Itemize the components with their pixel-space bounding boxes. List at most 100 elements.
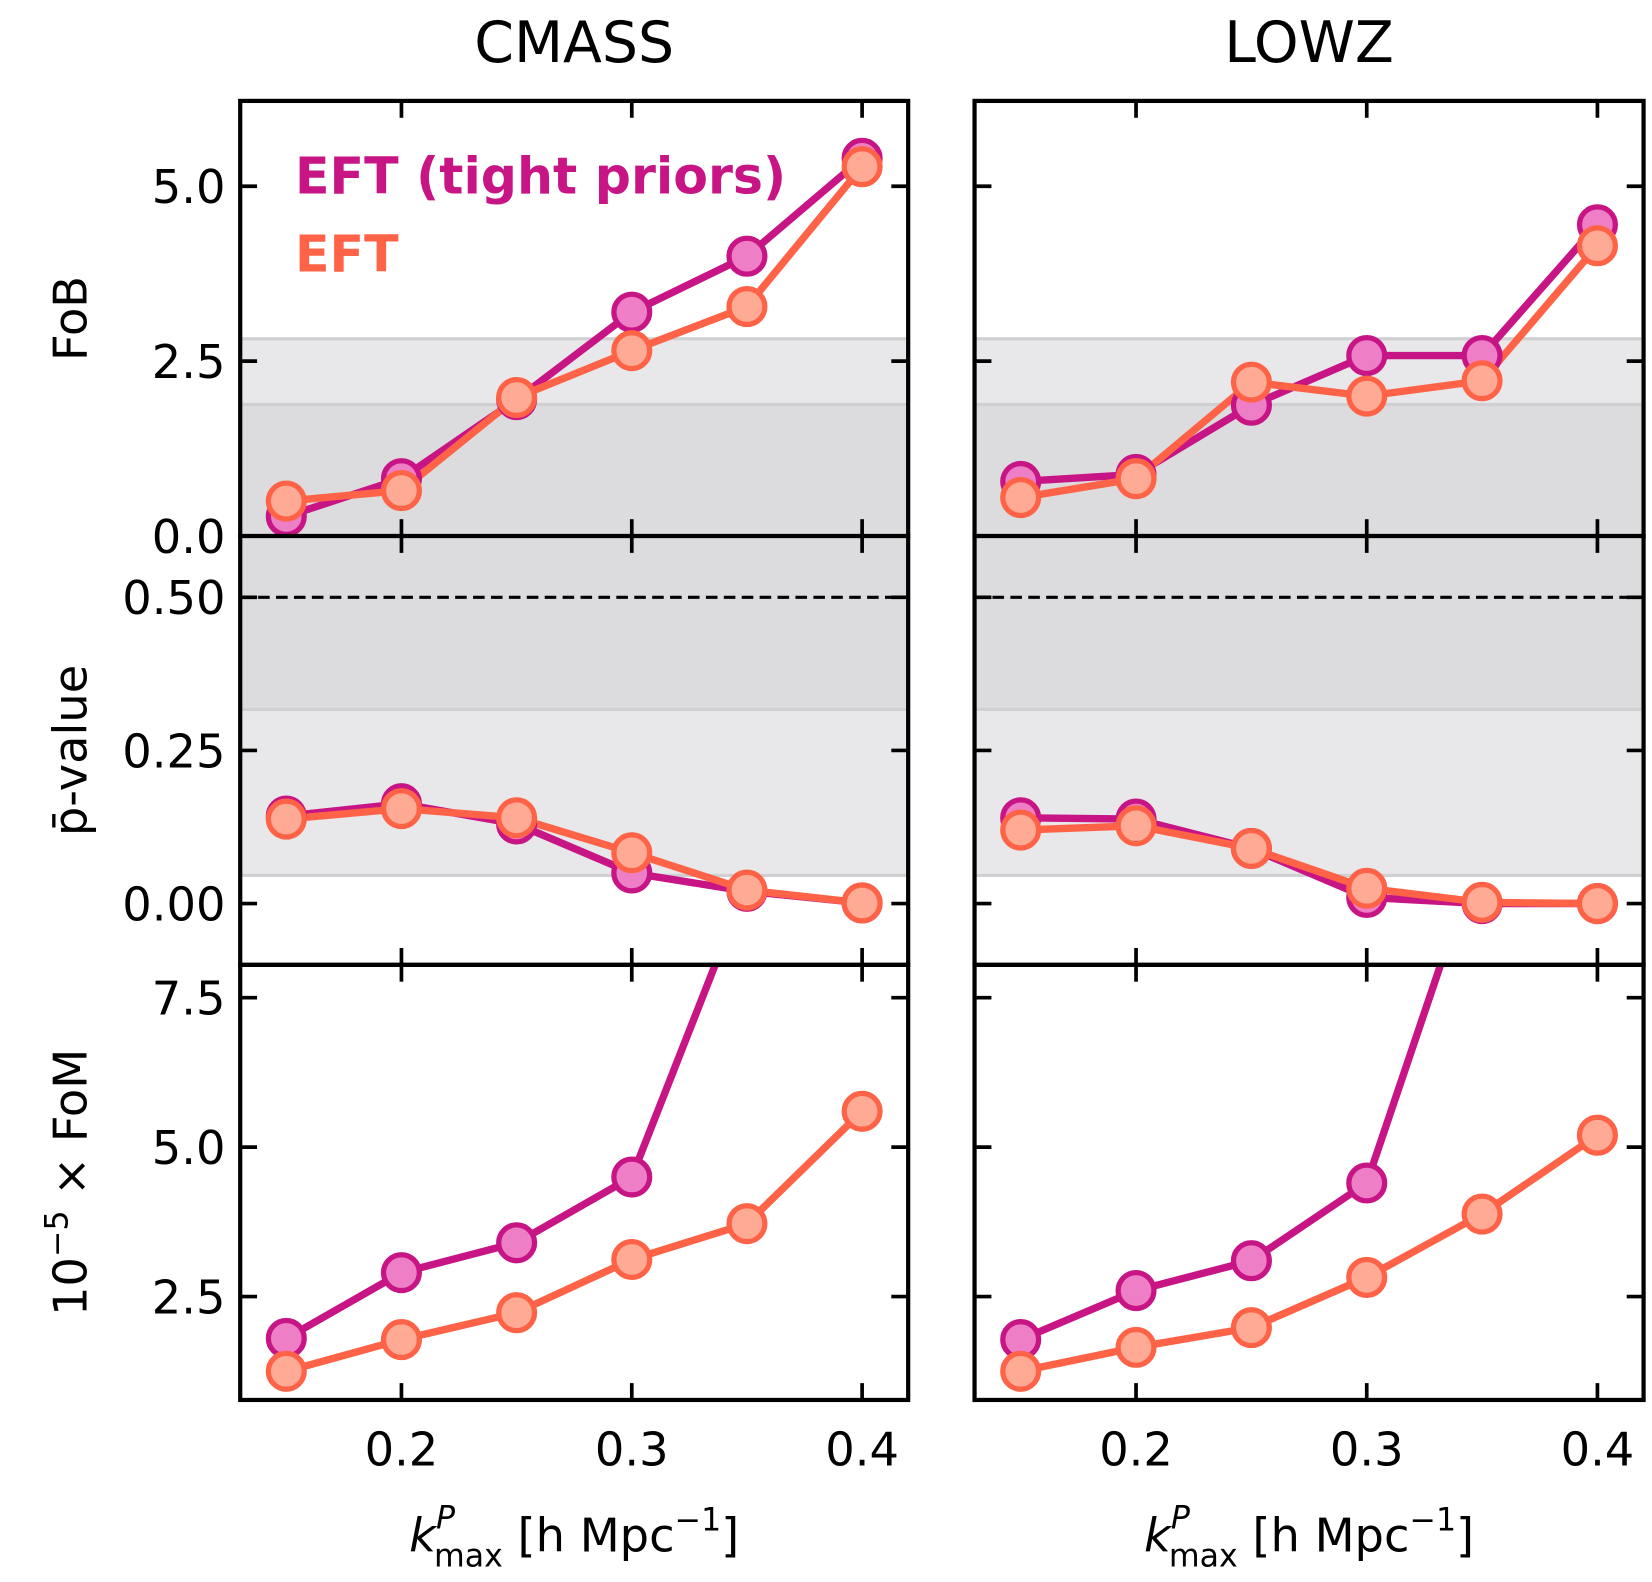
marker — [496, 1292, 538, 1334]
label-part: k — [409, 1509, 438, 1563]
panel — [240, 137, 909, 537]
marker — [496, 376, 538, 419]
x-tick-label: 0.3 — [595, 1422, 669, 1476]
marker — [380, 1319, 422, 1361]
y-tick-label: 2.5 — [152, 335, 226, 389]
panel — [265, 964, 883, 1392]
panel — [974, 204, 1644, 537]
y-tick-label: 0.0 — [152, 510, 226, 564]
marker — [611, 291, 653, 333]
marker — [1230, 1307, 1272, 1349]
y-tick-label: 0.50 — [122, 571, 225, 625]
marker — [841, 882, 883, 924]
frame — [238, 962, 911, 1403]
marker — [1576, 1114, 1618, 1156]
band — [974, 707, 1644, 877]
y-tick-label: 5.0 — [152, 160, 226, 214]
band — [240, 536, 909, 711]
marker — [726, 1203, 768, 1245]
band — [974, 337, 1644, 407]
marker — [1576, 883, 1618, 925]
panel — [974, 536, 1644, 925]
marker — [611, 1156, 653, 1198]
band — [240, 402, 909, 537]
band — [974, 402, 1644, 537]
marker — [1230, 827, 1272, 869]
marker — [726, 286, 768, 328]
label-part: −1 — [675, 1503, 722, 1539]
marker — [380, 1252, 422, 1294]
x-tick-label: 0.2 — [365, 1422, 439, 1476]
x-axis-label: kP max [h Mpc−1] — [1144, 1501, 1474, 1575]
marker — [1576, 225, 1618, 267]
label-part: ] — [1456, 1509, 1474, 1563]
marker — [1461, 360, 1503, 402]
label-part: 10 — [43, 1257, 97, 1316]
marker — [1115, 805, 1157, 847]
marker — [265, 480, 307, 522]
panel — [240, 536, 909, 924]
legend-entry: EFT (tight priors) — [295, 147, 786, 206]
marker — [611, 330, 653, 372]
marker — [611, 1238, 653, 1281]
label-part: max — [434, 1538, 503, 1574]
y-tick-label: 5.0 — [152, 1121, 226, 1175]
series-line — [284, 964, 720, 1342]
y-tick-label: 2.5 — [152, 1270, 226, 1324]
marker — [1000, 477, 1042, 519]
label-part: −1 — [1409, 1503, 1456, 1539]
marker — [1000, 809, 1042, 851]
marker — [841, 1090, 883, 1132]
marker — [1346, 375, 1388, 417]
marker — [265, 1350, 307, 1392]
marker — [1230, 361, 1272, 403]
label-part: −5 — [39, 1210, 75, 1257]
y-tick-label: 7.5 — [152, 972, 226, 1026]
marker — [380, 470, 422, 512]
band — [974, 536, 1644, 711]
marker — [611, 832, 653, 874]
y-tick-label: 0.25 — [122, 724, 225, 778]
x-tick-label: 0.4 — [825, 1422, 899, 1476]
x-tick-label: 0.4 — [1561, 1422, 1635, 1476]
x-axis-label: kP max [h Mpc−1] — [409, 1501, 739, 1575]
label-part: P — [1171, 1501, 1190, 1537]
marker — [1346, 1162, 1388, 1204]
marker — [1115, 1270, 1157, 1312]
panel — [1000, 964, 1618, 1392]
marker — [1115, 1326, 1157, 1368]
y-axis-label: p̄-value — [43, 665, 97, 836]
label-part: [h Mpc — [503, 1509, 675, 1563]
panel-title: LOWZ — [1224, 10, 1394, 76]
marker — [496, 797, 538, 839]
y-axis-label: FoB — [43, 276, 97, 361]
marker — [265, 798, 307, 840]
y-axis-label: 10−5 × FoM — [39, 1049, 97, 1316]
label-part: ] — [721, 1509, 739, 1563]
marker — [1346, 335, 1388, 377]
marker — [380, 788, 422, 830]
marker — [1346, 867, 1388, 909]
x-tick-label: 0.2 — [1099, 1422, 1173, 1476]
y-tick-label: 0.00 — [122, 877, 225, 931]
label-part: P — [436, 1501, 455, 1537]
panel-title: CMASS — [474, 10, 674, 76]
marker — [726, 235, 768, 277]
legend-entry: EFT — [295, 225, 399, 284]
marker — [726, 869, 768, 911]
label-part: max — [1169, 1538, 1238, 1574]
marker — [1230, 1240, 1272, 1282]
marker — [841, 146, 883, 188]
frame — [972, 962, 1646, 1403]
marker — [1346, 1256, 1388, 1298]
marker — [496, 1222, 538, 1264]
series-line — [285, 1108, 865, 1375]
label-part: [h Mpc — [1238, 1509, 1410, 1563]
series-line — [1019, 1132, 1600, 1375]
label-part: × FoM — [43, 1049, 97, 1211]
marker — [1461, 1193, 1503, 1235]
marker — [1461, 881, 1503, 923]
x-tick-label: 0.3 — [1330, 1422, 1404, 1476]
